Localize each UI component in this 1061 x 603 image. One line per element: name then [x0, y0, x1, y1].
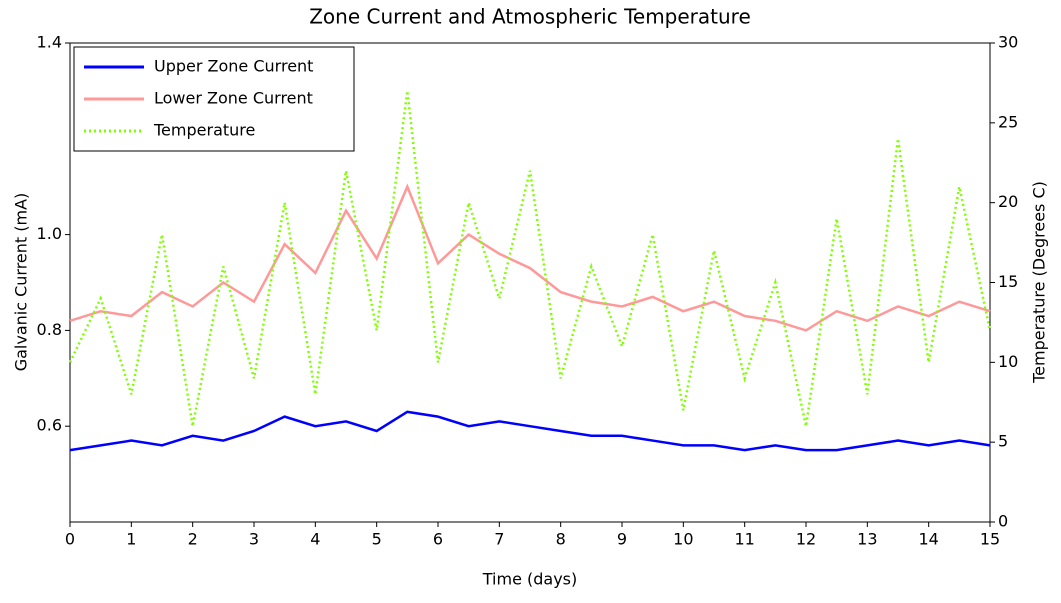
- x-tick-label: 0: [65, 530, 75, 549]
- series-line: [68, 90, 992, 427]
- y2-tick-label: 30: [998, 33, 1018, 52]
- x-axis-label: Time (days): [482, 570, 578, 589]
- x-tick-label: 4: [310, 530, 320, 549]
- y2-tick-label: 25: [998, 112, 1018, 131]
- y2-tick-label: 20: [998, 192, 1018, 211]
- x-tick-label: 12: [796, 530, 816, 549]
- y2-tick-label: 5: [998, 432, 1008, 451]
- y2-axis-label: Temperature (Degrees C): [1030, 181, 1049, 384]
- y2-tick-label: 10: [998, 352, 1018, 371]
- x-tick-label: 11: [734, 530, 754, 549]
- x-tick-label: 5: [372, 530, 382, 549]
- x-tick-label: 1: [126, 530, 136, 549]
- legend-label: Lower Zone Current: [154, 89, 313, 108]
- chart-title: Zone Current and Atmospheric Temperature: [309, 5, 751, 29]
- y-axis-label: Galvanic Current (mA): [12, 193, 31, 372]
- x-tick-label: 14: [918, 530, 938, 549]
- y2-tick-label: 15: [998, 272, 1018, 291]
- y-tick-label: 1.4: [37, 33, 62, 52]
- legend: Upper Zone Current Lower Zone Current Temp…: [73, 46, 355, 152]
- legend-label: Upper Zone Current: [154, 57, 313, 76]
- x-tick-label: 7: [494, 530, 504, 549]
- x-tick-label: 9: [617, 530, 627, 549]
- x-tick-label: 15: [980, 530, 1000, 549]
- x-tick-label: 8: [556, 530, 566, 549]
- x-tick-label: 13: [857, 530, 877, 549]
- x-tick-label: 10: [673, 530, 693, 549]
- series-line: [69, 410, 991, 452]
- series-line: [69, 183, 991, 332]
- x-tick-label: 3: [249, 530, 259, 549]
- y-tick-label: 0.8: [37, 320, 62, 339]
- y2-tick-label: 0: [998, 512, 1008, 531]
- y-tick-label: 0.6: [37, 416, 62, 435]
- y-tick-label: 1.0: [37, 224, 62, 243]
- x-tick-label: 6: [433, 530, 443, 549]
- x-tick-label: 2: [188, 530, 198, 549]
- legend-label: Temperature: [153, 121, 255, 140]
